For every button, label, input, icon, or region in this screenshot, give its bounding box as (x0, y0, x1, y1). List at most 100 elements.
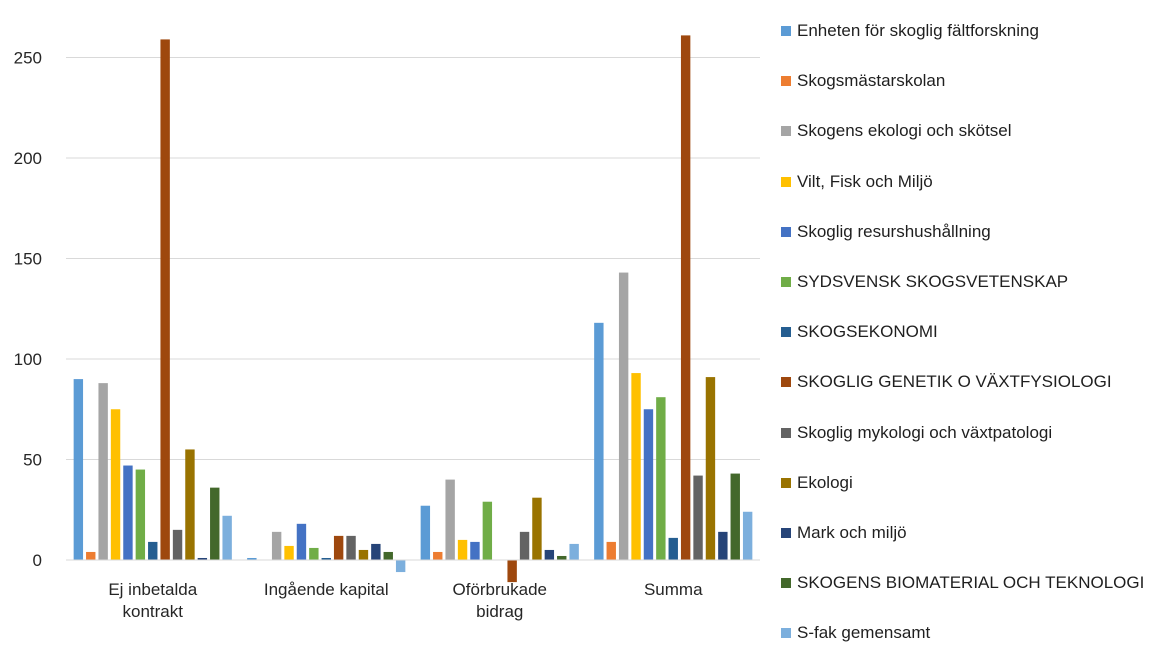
legend-label: S-fak gemensamt (797, 623, 931, 643)
legend-swatch (781, 578, 791, 589)
y-tick-label: 200 (14, 149, 42, 168)
bar (718, 531, 728, 560)
legend-item: Mark och miljö (781, 508, 1167, 558)
bar (284, 545, 294, 560)
bar (160, 39, 170, 561)
legend-swatch (781, 628, 791, 639)
legend-swatch (781, 277, 791, 288)
legend-item: S-fak gemensamt (781, 608, 1167, 658)
legend-label: Skoglig mykologi och växtpatologi (797, 422, 1053, 442)
legend: Enheten för skoglig fältforskning Skogsmä… (781, 6, 1167, 658)
bar (296, 523, 307, 560)
bar (680, 35, 691, 560)
y-tick-label: 50 (23, 451, 42, 470)
x-tick-label: Oförbrukade (453, 580, 548, 599)
bar (594, 322, 604, 560)
legend-item: Skogens ekologi och skötsel (781, 106, 1167, 156)
legend-swatch (781, 527, 791, 538)
bar (742, 511, 753, 560)
legend-label: Skoglig resurshushållning (797, 221, 991, 241)
legend-item: Skoglig resurshushållning (781, 207, 1167, 257)
y-tick-label: 100 (14, 350, 42, 369)
bar (271, 531, 282, 560)
legend-item: Skogsmästarskolan (781, 56, 1167, 106)
legend-swatch (781, 377, 791, 388)
bar (519, 531, 530, 560)
bar (197, 557, 208, 560)
y-tick-label: 150 (14, 250, 42, 269)
x-tick-label: kontrakt (123, 602, 184, 621)
legend-label: Mark och miljö (797, 522, 907, 542)
bar (346, 535, 356, 560)
legend-swatch (781, 76, 791, 87)
x-tick-label: bidrag (476, 602, 523, 621)
bar (86, 551, 96, 560)
legend-item: SYDSVENSK SKOGSVETENSKAP (781, 257, 1167, 307)
bar (445, 479, 455, 560)
legend-label: Ekologi (797, 472, 853, 492)
legend-swatch (781, 427, 791, 438)
bar (185, 449, 195, 560)
legend-swatch (781, 126, 791, 137)
legend-item: Enheten för skoglig fältforskning (781, 6, 1167, 56)
bar (73, 379, 84, 560)
bar (172, 529, 183, 560)
bar (569, 543, 579, 560)
bar (656, 397, 666, 560)
legend-label: Skogens ekologi och skötsel (797, 121, 1012, 141)
bar (730, 473, 740, 560)
y-tick-label: 250 (14, 49, 42, 68)
bar (705, 377, 716, 560)
x-axis-labels: Ej inbetalda kontrakt Ingående kapital Oför… (108, 580, 703, 621)
bar (420, 505, 431, 560)
legend-label: Skogsmästarskolan (797, 71, 946, 91)
bar (544, 549, 555, 560)
legend-item: SKOGENS BIOMATERIAL OCH TEKNOLOGI (781, 558, 1167, 608)
bar (482, 501, 493, 560)
bar (383, 551, 393, 560)
bar (371, 543, 381, 560)
x-tick-label: Summa (644, 580, 703, 599)
bar (433, 551, 443, 560)
bar (457, 539, 468, 560)
legend-label: SKOGENS BIOMATERIAL OCH TEKNOLOGI (797, 573, 1145, 593)
legend-item: Skoglig mykologi och växtpatologi (781, 408, 1167, 458)
legend-item: SKOGLIG GENETIK O VÄXTFYSIOLOGI (781, 357, 1167, 407)
y-tick-label: 0 (33, 551, 42, 570)
bar (532, 497, 542, 560)
legend-swatch (781, 226, 791, 237)
bar (470, 541, 480, 560)
bar (693, 475, 703, 560)
legend-item: Ekologi (781, 458, 1167, 508)
chart: 0 50 100 150 200 250 Ej inbetalda kontrakt Ingå… (14, 35, 760, 621)
bar (222, 515, 232, 560)
legend-item: SKOGSEKONOMI (781, 307, 1167, 357)
gridlines (66, 57, 760, 460)
legend-label: Vilt, Fisk och Miljö (797, 171, 933, 191)
bar (148, 541, 158, 560)
bar (321, 557, 331, 560)
legend-item: Vilt, Fisk och Miljö (781, 157, 1167, 207)
bar (507, 560, 517, 583)
bar (333, 535, 344, 560)
y-axis-ticks: 0 50 100 150 200 250 (14, 49, 42, 571)
bars (73, 35, 753, 583)
bar (618, 272, 629, 560)
bar (643, 409, 654, 560)
bar (358, 549, 369, 560)
bar (309, 547, 319, 560)
legend-label: Enheten för skoglig fältforskning (797, 21, 1039, 41)
bar (123, 465, 133, 560)
bar (98, 383, 108, 560)
legend-label: SYDSVENSK SKOGSVETENSKAP (797, 272, 1069, 292)
bar (110, 409, 121, 560)
bar (395, 560, 406, 573)
legend-swatch (781, 327, 791, 338)
legend-label: SKOGLIG GENETIK O VÄXTFYSIOLOGI (797, 372, 1112, 392)
x-tick-label: Ingående kapital (264, 580, 389, 599)
bar (557, 555, 567, 560)
bar (631, 373, 641, 560)
bar (606, 541, 616, 560)
legend-swatch (781, 477, 791, 488)
x-tick-label: Ej inbetalda (108, 580, 197, 599)
